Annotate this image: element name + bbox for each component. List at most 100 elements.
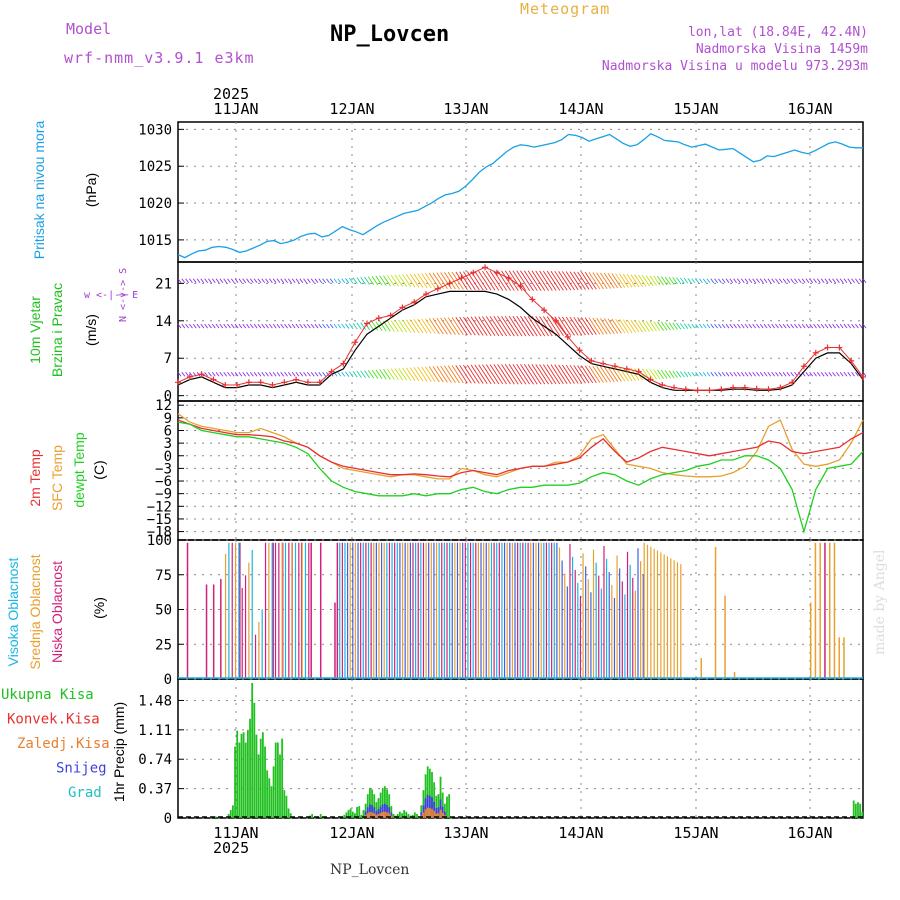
wind-arrow bbox=[588, 365, 601, 383]
wind-arrow bbox=[405, 273, 416, 288]
wind-arrow bbox=[539, 270, 553, 291]
wind-arrow bbox=[337, 278, 342, 283]
wind-arrow bbox=[714, 371, 718, 377]
wind-arrow bbox=[398, 274, 408, 287]
wind-arrow bbox=[371, 321, 379, 331]
wind-arrow bbox=[227, 278, 231, 283]
y-tick-label-temp: 12 bbox=[155, 398, 172, 414]
precip-total-bar bbox=[857, 802, 859, 818]
wind-arrow bbox=[299, 371, 304, 377]
wind-arrow bbox=[230, 278, 235, 283]
wind-arrow-band-3 bbox=[177, 270, 867, 291]
top-year-label: 2025 bbox=[213, 85, 249, 103]
wind-arrow bbox=[261, 371, 266, 377]
wind-arrow bbox=[185, 371, 189, 377]
wind-arrow bbox=[710, 278, 715, 283]
wind-arrow bbox=[440, 317, 452, 335]
wind-arrow bbox=[280, 278, 285, 283]
wind-arrow bbox=[691, 371, 696, 377]
wind-arrow bbox=[813, 323, 817, 329]
precip-total-bar bbox=[358, 806, 361, 818]
wind-arrow bbox=[535, 364, 549, 385]
precip-freezing-bar bbox=[375, 814, 378, 818]
y-tick-label-wind: 21 bbox=[155, 276, 172, 292]
wind-arrow bbox=[409, 319, 420, 334]
wind-arrow bbox=[679, 323, 685, 330]
y-tick-label-precip: 1.48 bbox=[138, 693, 172, 709]
wind-arrow bbox=[546, 270, 561, 291]
wind-arrow bbox=[539, 316, 553, 337]
wind-arrow bbox=[200, 323, 205, 329]
bottom-day-label: 16JAN bbox=[787, 824, 832, 842]
y-tick-label-precip: 0 bbox=[164, 811, 172, 827]
precip-snow-bar bbox=[369, 804, 371, 818]
wind-arrow bbox=[592, 317, 604, 335]
wind-arrow bbox=[272, 323, 277, 329]
wind-arrow bbox=[702, 278, 707, 283]
wind-arrow bbox=[463, 271, 476, 291]
precip-total-bar bbox=[437, 794, 440, 818]
wind-arrow bbox=[455, 317, 468, 336]
y-tick-label-pressure: 1025 bbox=[138, 159, 172, 175]
wind-arrow bbox=[523, 315, 538, 337]
precip-freezing-bar bbox=[377, 814, 380, 818]
y-tick-label-temp: −3 bbox=[155, 461, 172, 477]
wind-arrow bbox=[797, 323, 802, 329]
precip-total-bar bbox=[227, 814, 230, 818]
wind-arrow bbox=[227, 371, 231, 377]
wind-arrow bbox=[782, 278, 787, 283]
wind-arrow bbox=[824, 323, 829, 329]
wind-arrow bbox=[531, 270, 546, 291]
precip-freezing-bar bbox=[366, 813, 369, 818]
wind-speed-line bbox=[177, 266, 864, 391]
precip-total-bar bbox=[401, 813, 403, 818]
wind-arrow bbox=[265, 278, 269, 283]
y-tick-label-cloud: 100 bbox=[147, 533, 172, 549]
wind-arrow bbox=[813, 278, 817, 283]
precip-total-bar bbox=[249, 718, 251, 818]
wind-arrow bbox=[820, 323, 825, 329]
wind-arrow bbox=[603, 366, 615, 383]
wind-arrow bbox=[607, 318, 619, 334]
wind-arrow bbox=[786, 371, 791, 377]
y-tick-label-precip: 0.37 bbox=[138, 782, 172, 798]
wind-arrow bbox=[649, 320, 657, 332]
wind-arrow bbox=[691, 278, 696, 283]
wind-arrow bbox=[516, 364, 531, 385]
wind-arrow bbox=[189, 371, 193, 377]
wind-arrow bbox=[489, 364, 504, 385]
wind-arrow bbox=[638, 320, 647, 333]
wind-arrow bbox=[710, 323, 715, 329]
wind-arrow bbox=[664, 276, 671, 285]
precip-freezing-bar bbox=[388, 813, 391, 818]
wind-arrow bbox=[444, 365, 456, 383]
wind-arrow bbox=[584, 317, 597, 335]
precip-total-bar bbox=[289, 813, 292, 818]
wind-arrow bbox=[554, 364, 568, 385]
wind-arrow bbox=[657, 276, 664, 286]
wind-arrow bbox=[748, 323, 753, 329]
precip-total-bar bbox=[285, 795, 288, 818]
cloud-unit: (%) bbox=[91, 597, 107, 619]
wind-arrow bbox=[565, 364, 579, 384]
wind-arrow bbox=[394, 368, 404, 381]
precip-total-bar bbox=[854, 803, 857, 818]
wind-arrow bbox=[794, 323, 798, 329]
y-tick-label-cloud: 25 bbox=[155, 637, 172, 653]
wind-arrow bbox=[843, 278, 848, 283]
wind-arrow bbox=[318, 371, 323, 377]
wind-arrow bbox=[257, 323, 262, 329]
wind-arrow bbox=[367, 276, 375, 285]
wind-arrow bbox=[288, 323, 292, 329]
wind-arrow bbox=[371, 276, 379, 286]
precip-freezing-bar bbox=[437, 813, 440, 818]
pressure-line bbox=[177, 133, 863, 259]
wind-arrow bbox=[360, 322, 366, 330]
wind-arrow bbox=[691, 323, 696, 329]
wind-arrow bbox=[364, 276, 371, 285]
wind-arrow bbox=[253, 278, 258, 283]
precip-unit: 1hr Precip (mm) bbox=[111, 702, 127, 802]
wind-arrow bbox=[626, 367, 636, 381]
wind-arrow bbox=[786, 278, 791, 283]
wind-arrow bbox=[592, 272, 604, 290]
